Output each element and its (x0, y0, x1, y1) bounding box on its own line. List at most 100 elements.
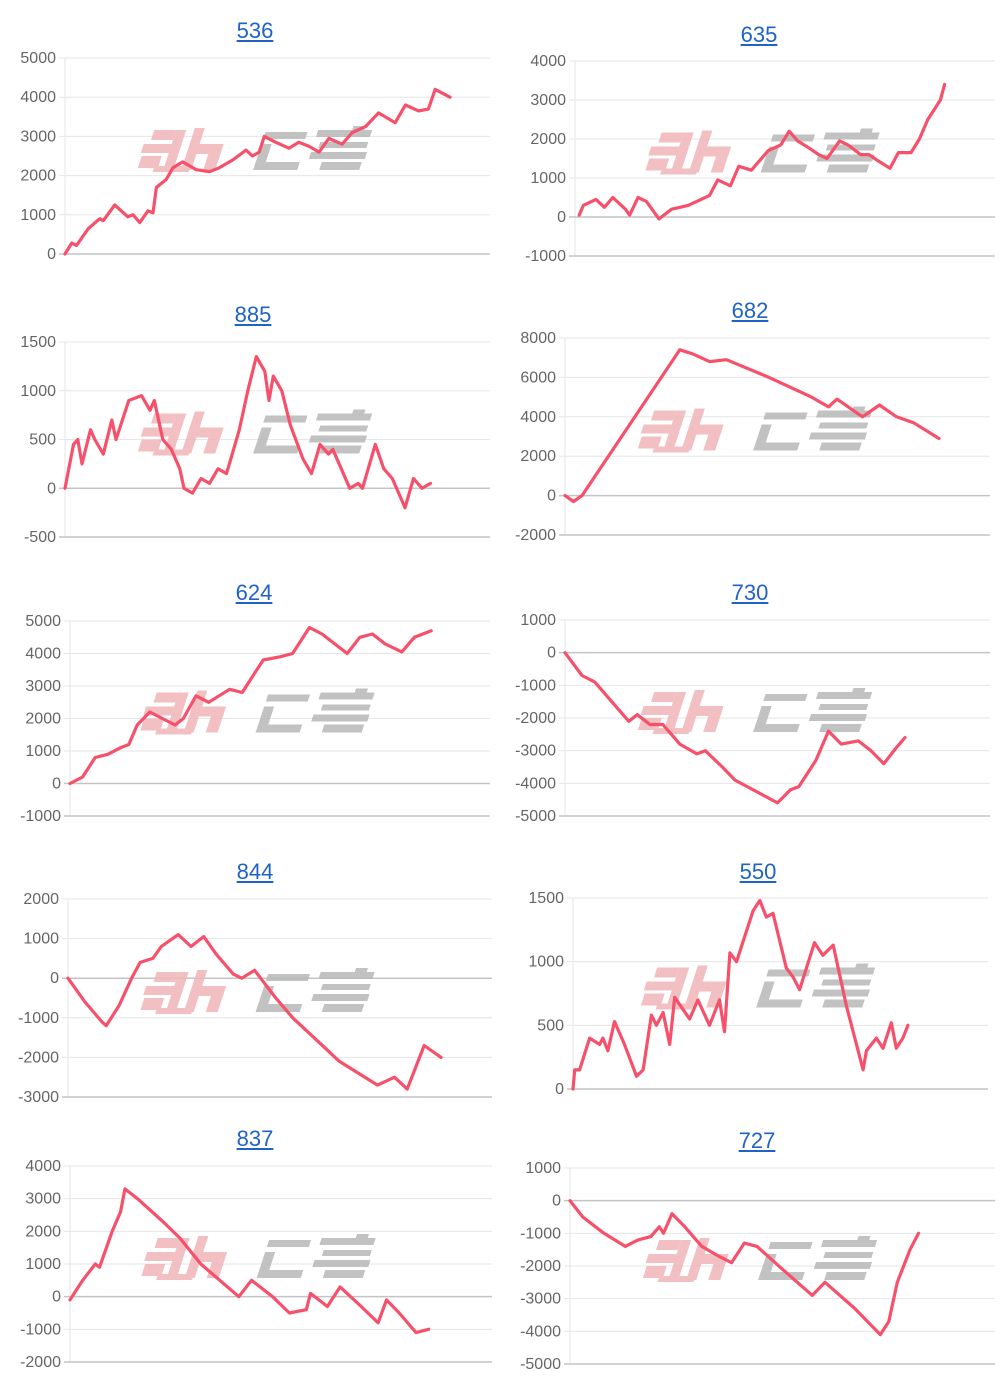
watermark-piece (703, 430, 722, 451)
watermark-piece (760, 164, 808, 173)
watermark-piece (655, 1240, 682, 1250)
watermark-piece (640, 706, 678, 715)
y-tick-label: 4000 (520, 409, 556, 426)
y-tick-label: 2000 (530, 131, 566, 148)
y-tick-label: 4000 (25, 646, 61, 663)
y-tick-label: -4000 (520, 1323, 561, 1340)
watermark-piece (650, 410, 677, 421)
watermark-piece (816, 154, 875, 162)
chart-title-link[interactable]: 536 (236, 18, 274, 43)
series-line (66, 933, 443, 1091)
watermark-piece (657, 1276, 696, 1282)
watermark-piece (183, 970, 208, 1012)
chart-550: 0 500 1000 1500 (528, 890, 988, 1098)
y-tick-label: -500 (24, 529, 56, 546)
watermark-piece (652, 728, 691, 734)
watermark-piece (154, 1238, 180, 1248)
chart-title-link[interactable]: 885 (234, 302, 272, 327)
watermark-piece (640, 993, 665, 1006)
watermark-piece (354, 688, 368, 695)
y-tick-label: -4000 (515, 775, 556, 792)
watermark-piece (321, 1250, 372, 1256)
watermark-piece (150, 413, 177, 424)
watermark-piece (144, 1252, 182, 1261)
watermark-logo (642, 1236, 878, 1282)
y-tick-label: 5000 (20, 50, 56, 67)
watermark-piece (137, 156, 162, 168)
chart-title-link[interactable]: 727 (738, 1128, 776, 1153)
watermark-piece (859, 128, 873, 135)
y-tick-label: 2000 (23, 891, 59, 908)
watermark-logo (140, 688, 375, 735)
y-tick-label: 8000 (520, 330, 556, 347)
watermark-piece (355, 1234, 369, 1240)
series-line (63, 355, 433, 510)
watermark-piece (155, 1008, 194, 1014)
y-tick-label: -2000 (20, 1354, 61, 1371)
watermark-piece (658, 132, 684, 143)
y-tick-label: -3000 (515, 743, 556, 760)
chart-title-link[interactable]: 550 (739, 859, 777, 884)
y-tick-label: 1000 (23, 931, 59, 948)
chart-635: -1000 0 1000 2000 3000 4000 (525, 53, 995, 265)
watermark-piece (311, 994, 370, 1001)
watermark-piece (763, 412, 808, 420)
y-tick-label: 500 (29, 432, 56, 449)
watermark-piece (312, 1260, 371, 1267)
y-tick-label: -1000 (20, 808, 61, 825)
watermark-piece (203, 150, 222, 170)
chart-title-link[interactable]: 844 (236, 859, 274, 884)
chart-536: 0 1000 2000 3000 4000 5000 (20, 50, 490, 263)
watermark-piece (140, 718, 165, 731)
watermark-piece (140, 998, 165, 1010)
watermark-piece (637, 436, 662, 449)
chart-title-link[interactable]: 624 (235, 580, 273, 605)
watermark-piece (318, 425, 369, 432)
watermark-piece (321, 1004, 365, 1012)
y-tick-label: 0 (47, 246, 56, 263)
y-tick-label: -3000 (520, 1291, 561, 1308)
watermark-piece (354, 968, 368, 974)
chart-844: -3000 -2000 -1000 0 1000 2000 (18, 891, 492, 1106)
chart-682: -2000 0 2000 4000 6000 8000 (515, 330, 990, 544)
watermark-piece (684, 965, 708, 1008)
y-tick-label: 1500 (528, 890, 564, 907)
y-tick-label: 0 (52, 1289, 61, 1306)
watermark-piece (703, 712, 722, 732)
watermark-piece (255, 1004, 303, 1012)
y-tick-label: 0 (52, 776, 61, 793)
watermark-piece (645, 158, 670, 171)
watermark-piece (205, 992, 225, 1012)
y-tick-label: 0 (557, 209, 566, 226)
watermark-piece (143, 986, 181, 995)
chart-title-link[interactable]: 682 (731, 298, 769, 323)
watermark-piece (753, 442, 800, 451)
series-line (63, 87, 452, 256)
chart-title-link[interactable]: 730 (731, 580, 769, 605)
y-tick-label: 1000 (530, 170, 566, 187)
watermark-piece (818, 704, 869, 710)
series-line (68, 625, 433, 786)
series-line (563, 348, 941, 504)
chart-title-link[interactable]: 837 (236, 1126, 274, 1151)
watermark-piece (706, 987, 725, 1008)
y-tick-label: 1000 (520, 612, 556, 629)
y-tick-label: 3000 (530, 92, 566, 109)
y-tick-label: 3000 (25, 1191, 61, 1208)
series-line (68, 1187, 431, 1335)
y-tick-label: 1000 (20, 207, 56, 224)
y-tick-label: -3000 (18, 1089, 59, 1106)
y-tick-label: -1000 (20, 1321, 61, 1338)
watermark-piece (823, 1252, 874, 1258)
watermark-piece (821, 979, 872, 986)
watermark-piece (265, 694, 311, 702)
y-tick-label: 4000 (530, 53, 566, 70)
chart-title-link[interactable]: 635 (740, 22, 778, 47)
watermark-piece (819, 442, 862, 451)
y-tick-label: -1000 (515, 677, 556, 694)
watermark-piece (708, 1260, 727, 1280)
watermark-piece (763, 694, 808, 701)
watermark-piece (140, 427, 178, 437)
watermark-piece (813, 1262, 873, 1269)
series-line (571, 898, 910, 1091)
